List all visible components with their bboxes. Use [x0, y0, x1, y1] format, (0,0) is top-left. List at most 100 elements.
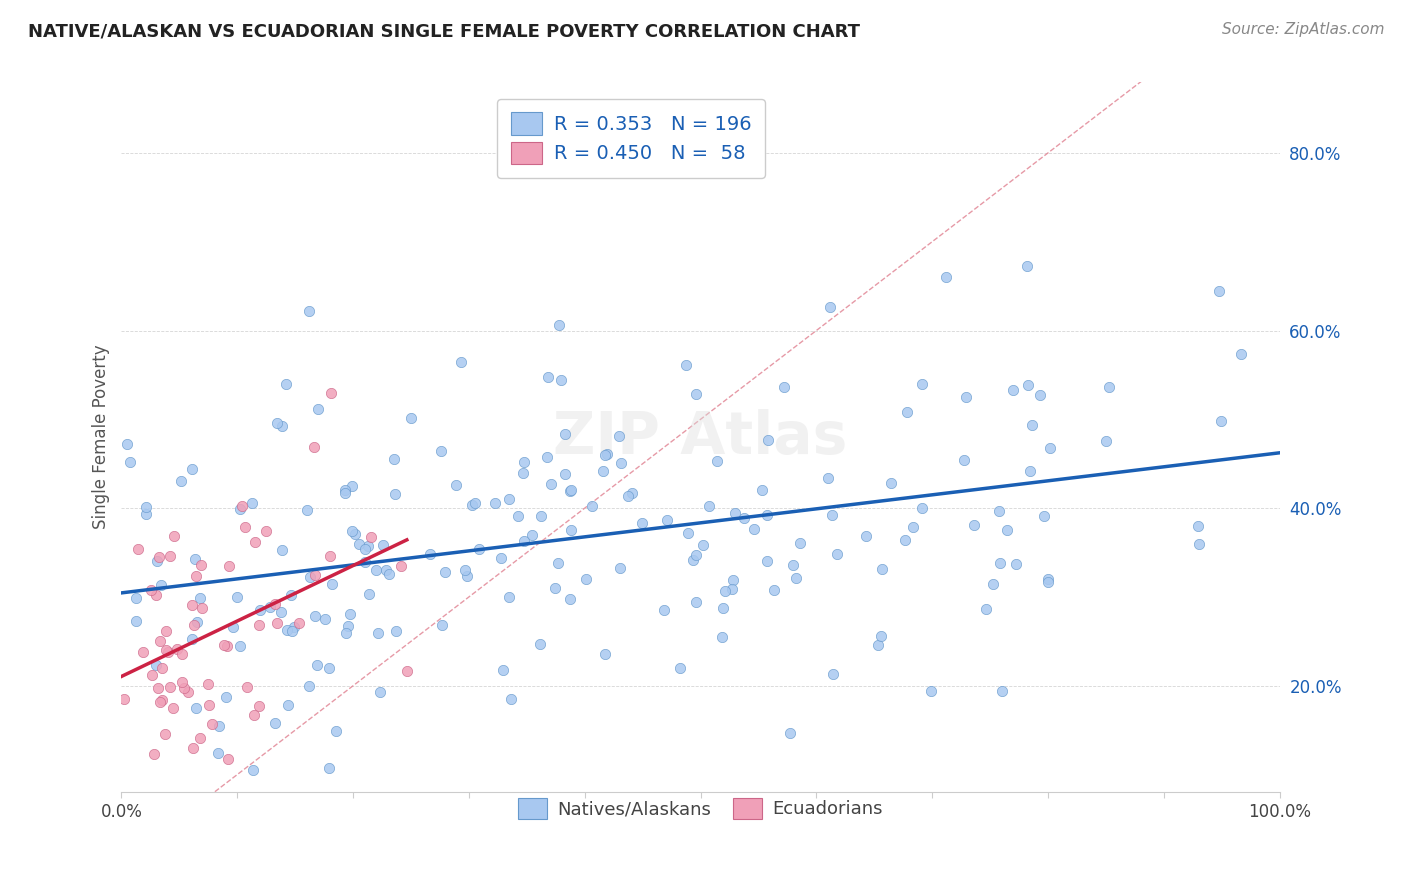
Point — [159, 549, 181, 563]
Point — [155, 727, 177, 741]
Point — [595, 448, 617, 462]
Point — [498, 491, 520, 506]
Point — [134, 507, 156, 521]
Point — [145, 588, 167, 602]
Point — [384, 487, 406, 501]
Point — [789, 536, 811, 550]
Point — [382, 452, 405, 467]
Point — [868, 638, 890, 652]
Point — [124, 591, 146, 606]
Point — [298, 679, 321, 693]
Point — [685, 386, 707, 401]
Point — [652, 603, 675, 617]
Point — [183, 618, 205, 632]
Point — [779, 725, 801, 739]
Point — [974, 602, 997, 616]
Point — [676, 525, 699, 540]
Point — [756, 554, 779, 568]
Point — [184, 552, 207, 566]
Point — [191, 600, 214, 615]
Point — [181, 632, 204, 646]
Point — [706, 453, 728, 467]
Point — [762, 582, 785, 597]
Point — [180, 598, 202, 612]
Point — [259, 599, 281, 614]
Point — [825, 547, 848, 561]
Point — [157, 645, 180, 659]
Point — [207, 746, 229, 760]
Point — [367, 626, 389, 640]
Point — [143, 747, 166, 761]
Point — [183, 741, 205, 756]
Point — [228, 640, 250, 654]
Point — [149, 695, 172, 709]
Point — [215, 640, 238, 654]
Point — [620, 485, 643, 500]
Point — [697, 500, 720, 514]
Point — [419, 547, 441, 561]
Point — [145, 657, 167, 672]
Point — [1038, 574, 1060, 589]
Point — [444, 478, 467, 492]
Point — [1187, 519, 1209, 533]
Point — [468, 542, 491, 557]
Point — [188, 731, 211, 745]
Point — [197, 677, 219, 691]
Point — [337, 619, 360, 633]
Point — [560, 523, 582, 537]
Point — [225, 590, 247, 604]
Point — [264, 716, 287, 731]
Point — [1208, 284, 1230, 298]
Point — [280, 588, 302, 602]
Point — [127, 541, 149, 556]
Point — [1005, 557, 1028, 571]
Point — [429, 444, 451, 458]
Point — [536, 450, 558, 465]
Point — [560, 483, 582, 498]
Point — [433, 565, 456, 579]
Point — [354, 541, 377, 556]
Point — [506, 508, 529, 523]
Point — [692, 538, 714, 552]
Point — [756, 508, 779, 522]
Point — [321, 577, 343, 591]
Point — [112, 691, 135, 706]
Point — [593, 648, 616, 662]
Point — [229, 502, 252, 516]
Point — [711, 600, 734, 615]
Point — [159, 680, 181, 694]
Point — [302, 440, 325, 454]
Point — [1017, 378, 1039, 392]
Point — [920, 684, 942, 698]
Point — [385, 624, 408, 638]
Point — [1187, 537, 1209, 551]
Point — [295, 503, 318, 517]
Point — [240, 495, 263, 509]
Point — [785, 571, 807, 585]
Point — [141, 583, 163, 598]
Point — [537, 370, 560, 384]
Point — [550, 373, 572, 387]
Point — [988, 556, 1011, 570]
Point — [669, 661, 692, 675]
Point — [245, 535, 267, 549]
Legend: Natives/Alaskans, Ecuadorians: Natives/Alaskans, Ecuadorians — [508, 787, 894, 830]
Point — [893, 533, 915, 548]
Point — [682, 553, 704, 567]
Point — [186, 615, 208, 629]
Point — [155, 643, 177, 657]
Point — [513, 454, 536, 468]
Point — [333, 486, 356, 500]
Point — [233, 519, 256, 533]
Point — [270, 605, 292, 619]
Point — [817, 471, 839, 485]
Point — [148, 550, 170, 565]
Point — [581, 499, 603, 513]
Point — [190, 591, 212, 605]
Point — [305, 658, 328, 673]
Point — [575, 572, 598, 586]
Point — [377, 566, 399, 581]
Point — [318, 761, 340, 775]
Point — [1002, 383, 1025, 397]
Point — [297, 304, 319, 318]
